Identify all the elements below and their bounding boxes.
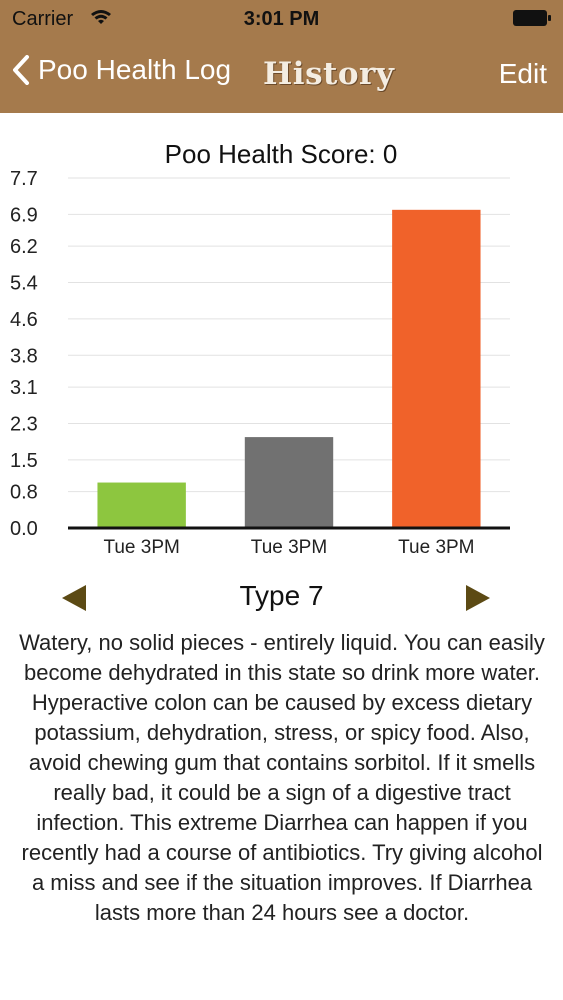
y-tick-label: 3.1 xyxy=(10,377,38,399)
y-tick-label: 7.7 xyxy=(10,168,38,190)
y-tick-label: 4.6 xyxy=(10,309,38,331)
chevron-left-icon xyxy=(13,55,29,85)
back-label: Poo Health Log xyxy=(38,54,232,85)
next-type-arrow-icon[interactable] xyxy=(464,584,492,612)
carrier-label: Carrier xyxy=(12,8,74,30)
bar xyxy=(97,482,186,528)
y-tick-label: 5.4 xyxy=(10,273,38,295)
status-time: 3:01 PM xyxy=(243,8,320,30)
x-tick-label: Tue 3PM xyxy=(103,537,179,558)
bar xyxy=(392,209,481,528)
y-tick-label: 0.0 xyxy=(10,518,38,540)
battery-icon xyxy=(513,10,551,26)
y-axis-ticks: 0.0 0.8 1.5 2.3 3.1 3.8 4.6 5.4 6.2 6.9 7.7 xyxy=(10,168,38,540)
x-tick-label: Tue 3PM xyxy=(251,537,327,558)
y-tick-label: 3.8 xyxy=(10,345,38,367)
y-tick-label: 6.2 xyxy=(10,236,38,258)
back-button[interactable]: Poo Health Log xyxy=(12,54,231,86)
chart-title: Poo Health Score: 0 xyxy=(165,139,398,169)
type-label: Type 7 xyxy=(239,580,324,611)
y-tick-label: 0.8 xyxy=(10,482,38,504)
type-description: Watery, no solid pieces - entirely liqui… xyxy=(19,630,545,925)
status-bar: Carrier 3:01 PM xyxy=(0,0,563,38)
chart-bars xyxy=(97,209,481,528)
y-tick-label: 1.5 xyxy=(10,450,38,472)
bar xyxy=(244,437,334,528)
score-bar-chart: Poo Health Score: 0 0.0 0.8 1.5 2.3 3.1 3.8 4.… xyxy=(10,139,510,558)
wifi-icon xyxy=(91,10,111,24)
header: Carrier 3:01 PM Poo Health Log History E… xyxy=(0,0,563,113)
navigation-bar: Poo Health Log History Edit xyxy=(0,38,563,113)
x-axis-labels: Tue 3PM Tue 3PM Tue 3PM xyxy=(103,537,474,558)
y-tick-label: 6.9 xyxy=(10,204,38,226)
page-title: History xyxy=(263,56,395,92)
type-selector: Type 7 xyxy=(0,570,563,622)
previous-type-arrow-icon[interactable] xyxy=(60,584,88,612)
edit-button[interactable]: Edit xyxy=(498,58,547,89)
x-tick-label: Tue 3PM xyxy=(398,537,474,558)
y-tick-label: 2.3 xyxy=(10,413,38,435)
